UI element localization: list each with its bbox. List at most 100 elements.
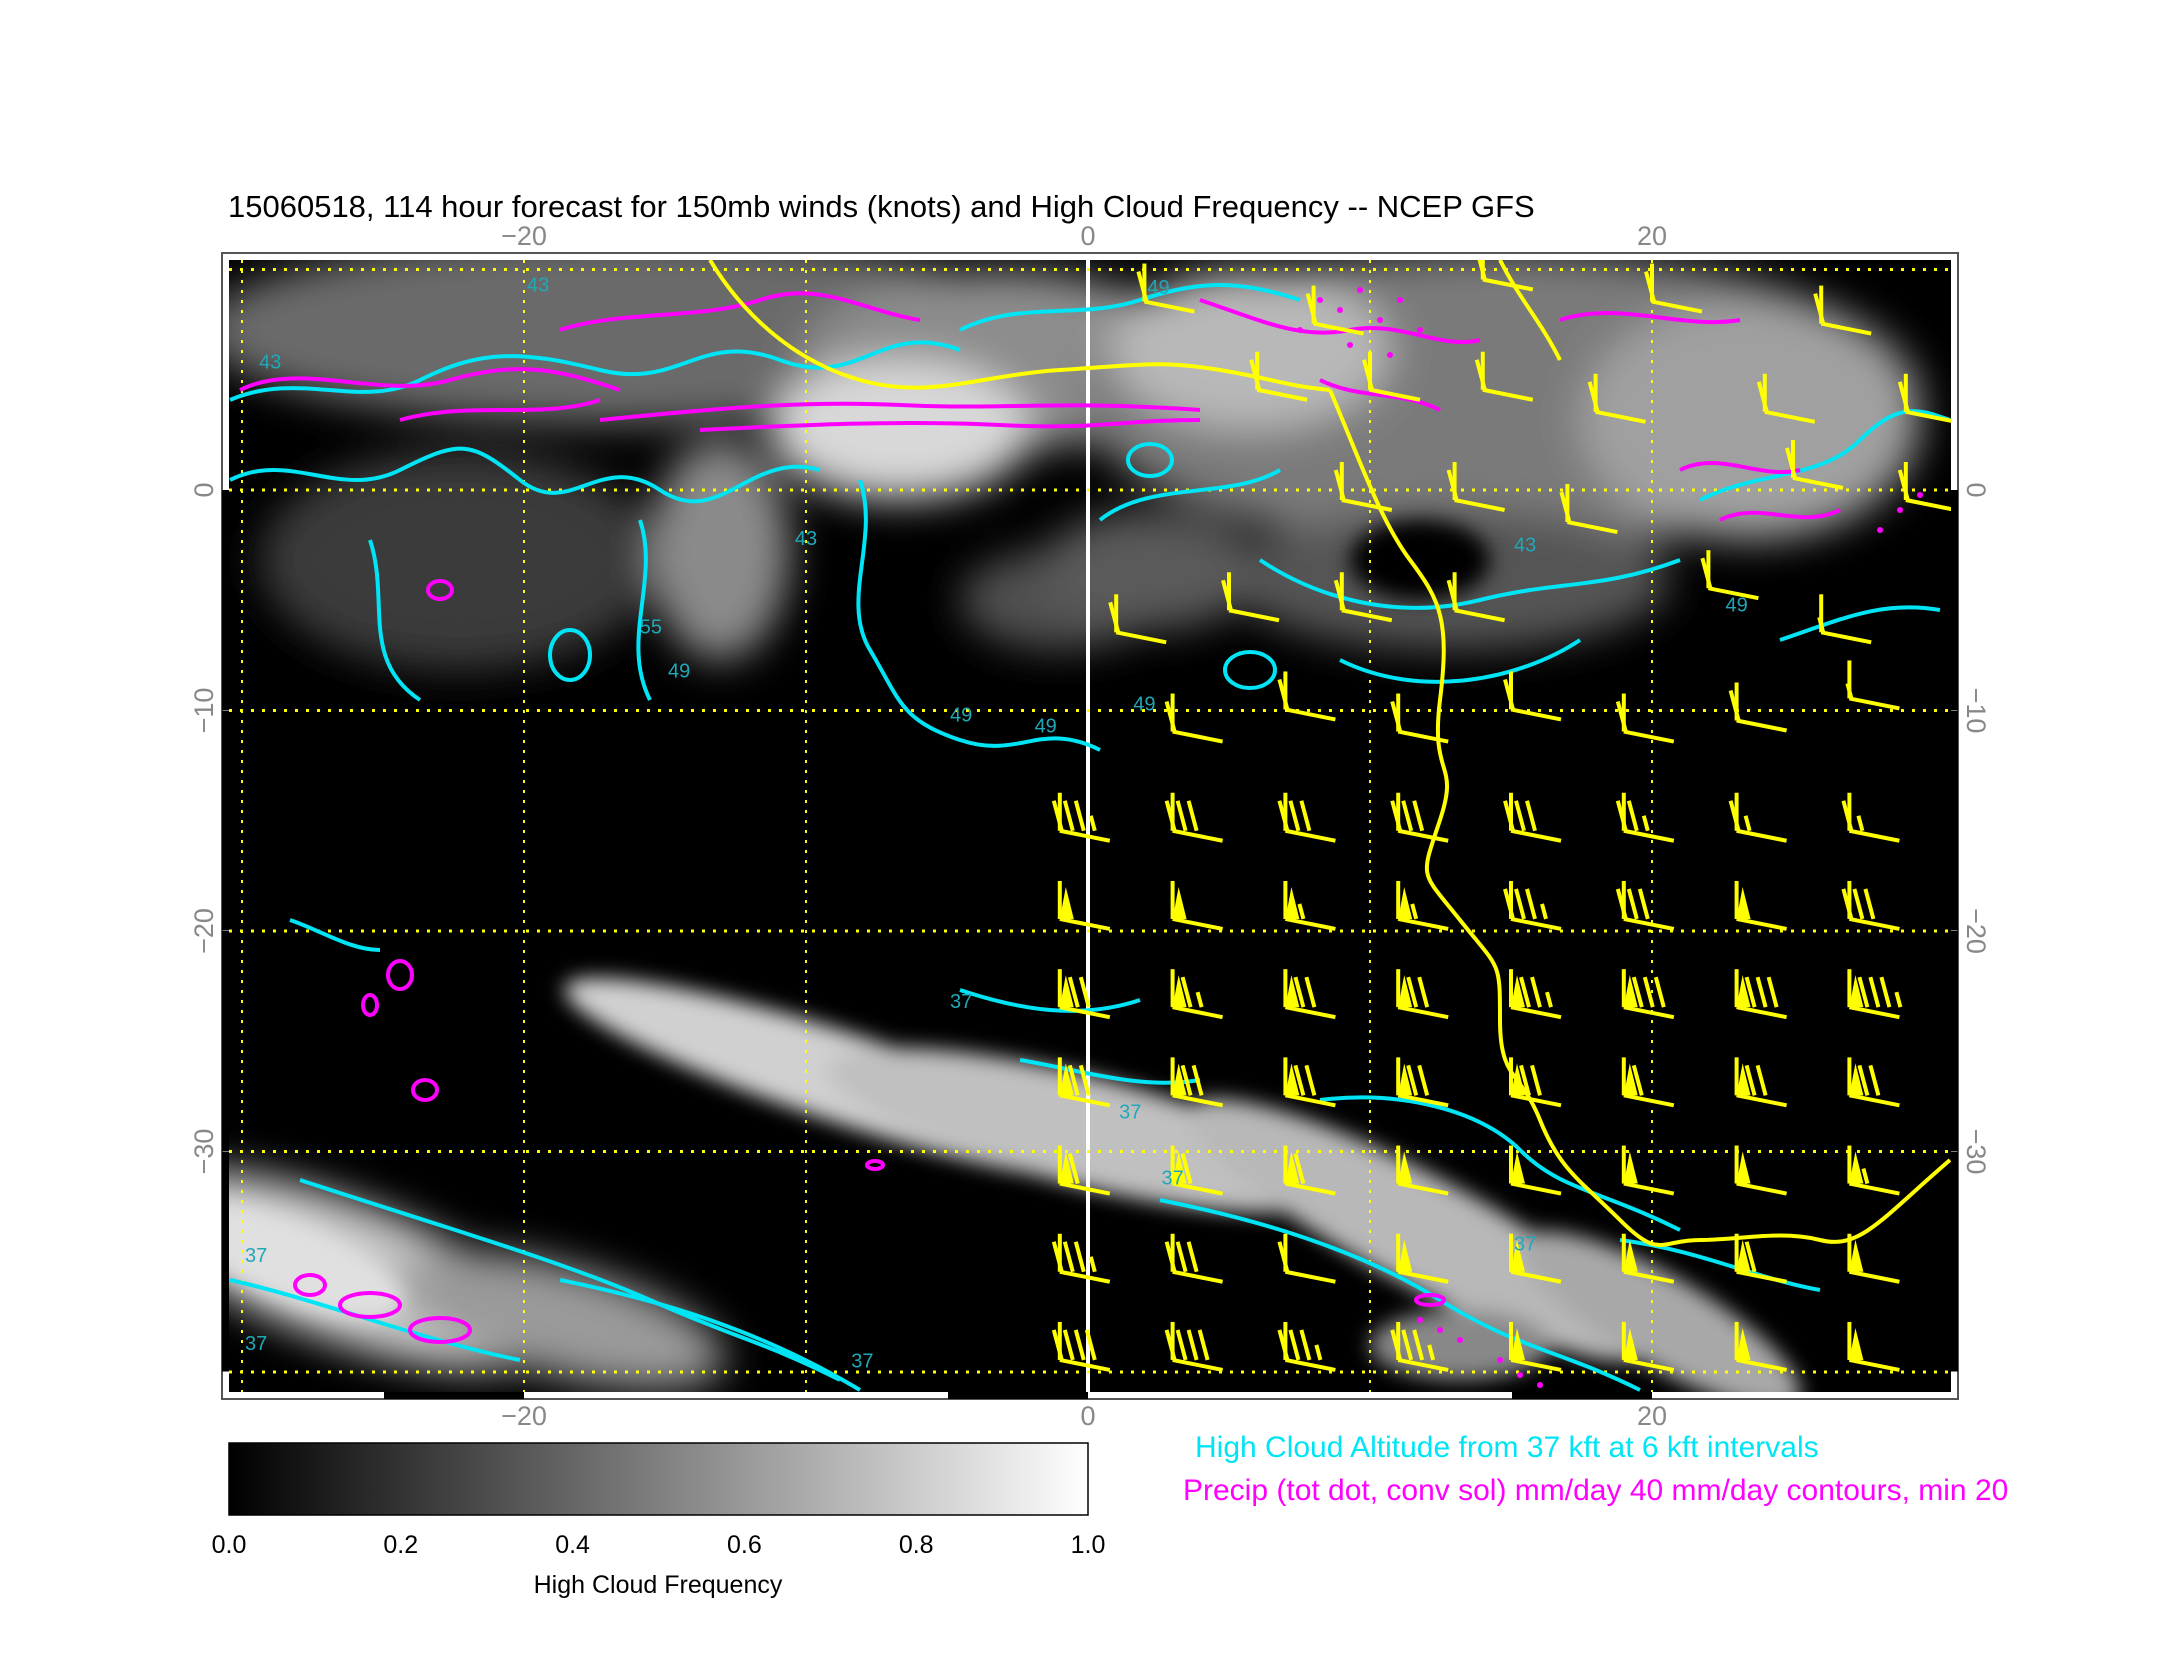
wind-barb <box>1051 1233 1111 1284</box>
wind-barbs <box>1051 260 1951 1372</box>
wind-barb <box>1847 1057 1900 1108</box>
colorbar-tick: 1.0 <box>1071 1531 1106 1559</box>
colorbar-tick: 0.8 <box>899 1531 934 1559</box>
altitude-contour-label: 43 <box>259 352 281 374</box>
lat-tick-right: −30 <box>1961 1129 1991 1175</box>
wind-barb <box>1503 880 1562 931</box>
altitude-contour-label: 49 <box>1725 594 1747 616</box>
axis-edge-mark <box>222 1151 229 1372</box>
wind-barb <box>1362 351 1421 402</box>
altitude-contour-label: 49 <box>950 705 972 727</box>
lon-tick-bottom: 0 <box>1080 1401 1095 1431</box>
wind-barb <box>1283 880 1336 931</box>
axis-edge-mark <box>384 1392 524 1399</box>
wind-barb <box>1164 1233 1223 1284</box>
altitude-contour-label: 43 <box>527 275 549 297</box>
wind-barb <box>1170 880 1223 931</box>
wind-barb <box>1108 594 1167 645</box>
axis-edge-mark <box>222 710 229 931</box>
wind-barb <box>1277 671 1336 722</box>
graticule <box>229 260 1951 1392</box>
lat-tick-right: −10 <box>1961 688 1991 734</box>
axis-edge-mark <box>1951 490 1958 710</box>
wind-barb <box>1734 969 1787 1020</box>
wind-barb <box>1509 1057 1562 1108</box>
altitude-contour-label: 55 <box>640 616 662 638</box>
wind-barb <box>1446 462 1505 512</box>
lon-tick-bottom: −20 <box>501 1401 547 1431</box>
wind-barb <box>1841 792 1900 843</box>
wind-barb <box>1396 969 1449 1020</box>
wind-barb <box>1847 1233 1900 1284</box>
lat-tick-left: −10 <box>189 688 219 734</box>
wind-barb <box>1057 1145 1111 1196</box>
wind-barb <box>1396 1145 1449 1196</box>
altitude-contour-label: 37 <box>950 991 972 1013</box>
axis-edge-mark <box>222 931 229 1151</box>
wind-barb <box>1845 660 1900 711</box>
altitude-contour-label: 49 <box>668 660 690 682</box>
wind-barb <box>1474 351 1534 402</box>
wind-barb <box>1728 682 1787 733</box>
colorbar-tick: 0.6 <box>727 1531 762 1559</box>
altitude-contour-label: 37 <box>1514 1234 1536 1256</box>
wind-barb <box>1057 880 1111 931</box>
wind-barb <box>1847 1145 1900 1196</box>
colorbar-gradient <box>228 1442 1089 1516</box>
altitude-contours <box>229 283 1951 1392</box>
wind-barb <box>1621 1057 1675 1108</box>
altitude-contour-label: 37 <box>851 1351 873 1373</box>
altitude-labels: 49 43 43 43 55 49 49 49 49 43 49 37 37 37 37 37 37 37 <box>245 275 1748 1373</box>
wind-barb <box>1509 969 1562 1020</box>
wind-barb <box>1396 1057 1449 1108</box>
wind-barb <box>1847 1321 1900 1372</box>
wind-barb <box>1644 263 1703 314</box>
cloud-frequency-field <box>229 260 1920 1392</box>
colorbar-tick: 0.0 <box>212 1531 247 1559</box>
wind-barb <box>1477 260 1534 292</box>
wind-barb <box>1057 969 1111 1020</box>
lat-tick-left: −20 <box>189 908 219 954</box>
wind-barb <box>1396 1233 1449 1284</box>
wind-barb <box>1621 969 1675 1020</box>
lon-tick-top: 0 <box>1080 221 1095 251</box>
lon-tick-top: −20 <box>501 221 547 251</box>
altitude-contour-label: 37 <box>245 1333 267 1355</box>
altitude-contour-label: 43 <box>1514 535 1536 557</box>
coastline <box>708 260 1951 1247</box>
wind-barb <box>1897 373 1951 423</box>
wind-barb <box>1700 550 1759 601</box>
wind-barb <box>1164 792 1223 843</box>
wind-barb <box>1396 880 1449 931</box>
wind-barb <box>1051 1321 1111 1372</box>
wind-barb <box>1305 285 1364 336</box>
altitude-legend: High Cloud Altitude from 37 kft at 6 kft… <box>1195 1431 1819 1464</box>
wind-barb <box>1509 1145 1562 1196</box>
wind-barb <box>1897 462 1951 512</box>
wind-barb <box>1164 693 1223 744</box>
wind-barb <box>1390 792 1449 843</box>
wind-barb <box>1390 1321 1449 1372</box>
lat-tick-left: 0 <box>189 482 219 497</box>
map-panel: 49 43 43 43 55 49 49 49 49 43 49 37 37 37 37 37 37 37 −20… <box>189 221 1991 1431</box>
precip-contours <box>239 291 1841 1344</box>
wind-barb <box>1277 792 1336 843</box>
precip-dots <box>1297 287 1923 1388</box>
wind-barb <box>1446 572 1505 623</box>
wind-barb <box>1728 792 1787 843</box>
wind-barb <box>1283 1057 1336 1108</box>
wind-barb <box>1847 969 1903 1020</box>
lat-tick-right: 0 <box>1961 482 1991 497</box>
wind-barb <box>1621 1321 1675 1372</box>
axis-edge-mark <box>222 490 229 710</box>
wind-barb <box>1734 1321 1787 1372</box>
colorbar-ticks: 0.0 0.2 0.4 0.6 0.8 1.0 <box>212 1531 1106 1559</box>
wind-barb <box>1277 1321 1336 1372</box>
colorbar-tick: 0.2 <box>383 1531 418 1559</box>
wind-barb <box>1559 484 1618 535</box>
wind-barb <box>1277 1233 1336 1284</box>
wind-barb <box>1333 572 1393 623</box>
wind-barb <box>1621 1145 1675 1196</box>
wind-barb <box>1621 1233 1675 1284</box>
